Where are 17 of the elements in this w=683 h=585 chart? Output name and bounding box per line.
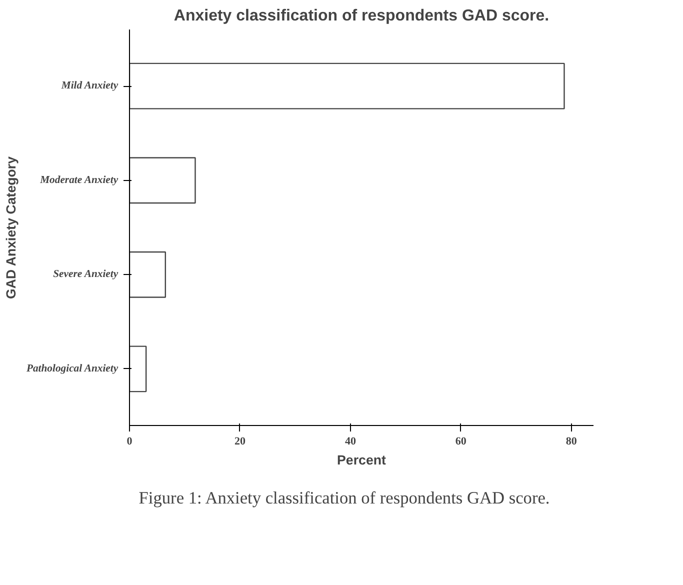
chart-title: Anxiety classification of respondents GAD score. bbox=[174, 8, 550, 24]
caption: Figure 1: Anxiety classification of respondents GAD score. bbox=[138, 488, 550, 508]
x-tick-label: 0 bbox=[126, 436, 133, 448]
x-axis-title: Percent bbox=[337, 452, 387, 468]
bar bbox=[130, 251, 166, 298]
x-tick-label: 80 bbox=[566, 436, 578, 448]
y-tick-label: Mild Anxiety bbox=[60, 80, 118, 92]
y-tick-label: Pathological Anxiety bbox=[26, 363, 118, 374]
y-tick-label: Moderate Anxiety bbox=[39, 174, 118, 186]
x-tick-label: 60 bbox=[455, 436, 467, 448]
bar bbox=[130, 346, 147, 392]
x-tick-label: 20 bbox=[234, 436, 246, 448]
x-tick-label: 40 bbox=[344, 436, 356, 448]
y-axis-title: GAD Anxiety Category bbox=[3, 156, 18, 299]
y-tick-label: Severe Anxiety bbox=[53, 269, 118, 280]
bar bbox=[130, 62, 565, 110]
bar bbox=[130, 157, 196, 204]
